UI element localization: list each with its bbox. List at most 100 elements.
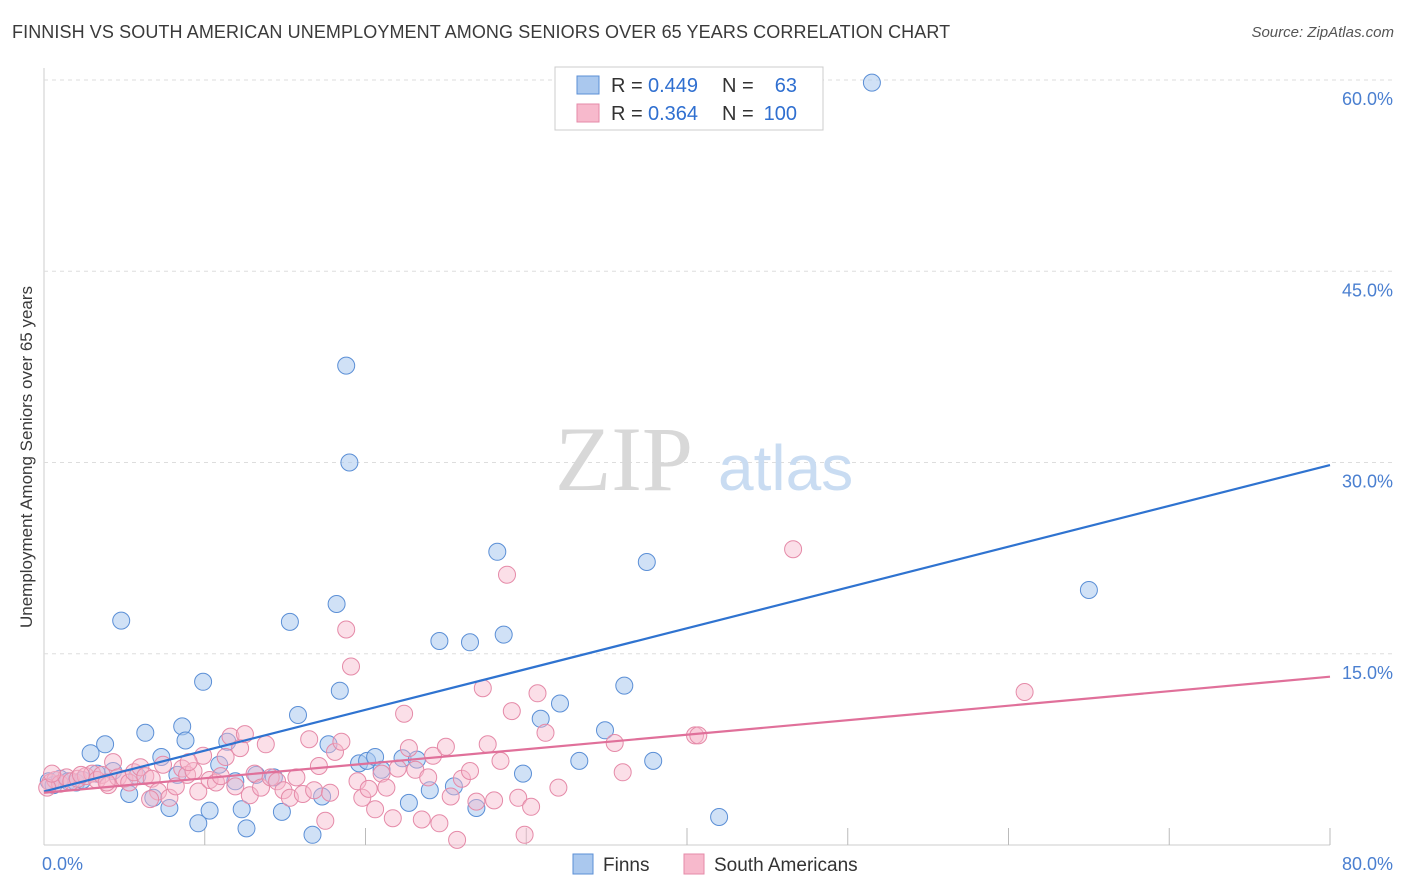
finns-point-48 bbox=[430, 632, 449, 650]
sa-point-83 bbox=[515, 825, 534, 844]
finns-point-54 bbox=[514, 764, 532, 783]
sa-trend-line bbox=[43, 675, 1331, 794]
y-tick-label-30: 30.0% bbox=[1342, 472, 1393, 492]
finns-point-52 bbox=[488, 542, 507, 561]
sa-point-92 bbox=[784, 540, 803, 559]
x-tick-label-max: 80.0% bbox=[1342, 854, 1393, 874]
sa-point-39 bbox=[256, 735, 275, 754]
legend-finns-r-label: R = bbox=[611, 75, 643, 97]
sa-point-67 bbox=[419, 768, 438, 787]
legend-sa-r-label: R = bbox=[611, 103, 643, 125]
sa-point-91 bbox=[689, 726, 708, 745]
sa-point-66 bbox=[412, 810, 431, 829]
finns-point-14 bbox=[144, 788, 163, 807]
sa-point-79 bbox=[491, 751, 510, 770]
bottom-legend-finns-swatch bbox=[572, 853, 594, 875]
sa-point-88 bbox=[605, 734, 624, 752]
finns-point-60 bbox=[637, 553, 656, 571]
sa-point-59 bbox=[372, 764, 391, 783]
bottom-legend-sa: South Americans bbox=[714, 855, 858, 876]
finns-point-61 bbox=[644, 751, 663, 770]
sa-point-89 bbox=[613, 763, 632, 782]
finns-point-31 bbox=[280, 612, 299, 631]
finns-point-38 bbox=[337, 356, 356, 375]
legend-finns-n-label: N = bbox=[722, 75, 754, 97]
sa-point-14 bbox=[120, 773, 139, 792]
finns-point-45 bbox=[399, 793, 418, 812]
legend-finns-r-value: 0.449 bbox=[648, 75, 698, 97]
sa-point-21 bbox=[160, 788, 179, 807]
sa-point-31 bbox=[216, 748, 235, 766]
sa-point-98 bbox=[141, 790, 160, 809]
sa-point-60 bbox=[377, 778, 396, 797]
sa-point-41 bbox=[268, 772, 287, 791]
y-tick-label-15: 15.0% bbox=[1342, 663, 1393, 683]
finns-trend-line bbox=[43, 463, 1331, 793]
finns-point-13 bbox=[136, 723, 155, 742]
finns-point-62 bbox=[710, 808, 729, 826]
sa-point-63 bbox=[395, 704, 414, 723]
y-tick-label-45: 45.0% bbox=[1342, 280, 1393, 300]
finns-point-21 bbox=[194, 672, 213, 691]
sa-point-93 bbox=[1015, 683, 1034, 701]
sa-point-74 bbox=[461, 762, 479, 780]
sa-point-64 bbox=[399, 739, 418, 758]
y-axis-label: Unemployment Among Seniors over 65 years bbox=[17, 286, 36, 628]
finns-point-22 bbox=[200, 801, 219, 820]
chart-source: Source: ZipAtlas.com bbox=[1251, 24, 1394, 41]
chart-title: FINNISH VS SOUTH AMERICAN UNEMPLOYMENT A… bbox=[12, 22, 951, 42]
legend-box: R = 0.449 N = 63 R = 0.364 N = 100 bbox=[554, 66, 824, 131]
sa-point-49 bbox=[316, 811, 335, 830]
sa-point-81 bbox=[502, 702, 521, 721]
sa-point-52 bbox=[332, 732, 351, 751]
sa-point-87 bbox=[549, 778, 568, 797]
sa-point-96 bbox=[72, 765, 90, 784]
bottom-legend-finns: Finns bbox=[603, 855, 649, 876]
sa-point-95 bbox=[43, 764, 61, 783]
finns-point-10 bbox=[112, 611, 131, 630]
sa-point-80 bbox=[498, 565, 516, 584]
sa-point-82 bbox=[509, 788, 528, 807]
finns-point-19 bbox=[176, 731, 195, 750]
sa-point-58 bbox=[366, 800, 385, 819]
finns-point-59 bbox=[615, 676, 634, 695]
trend-lines bbox=[43, 463, 1331, 794]
finns-point-50 bbox=[461, 633, 479, 652]
watermark-atlas: atlas bbox=[718, 432, 853, 504]
finns-point-26 bbox=[232, 800, 251, 819]
sa-point-45 bbox=[293, 785, 312, 803]
sa-point-56 bbox=[353, 788, 372, 807]
finns-point-57 bbox=[570, 751, 589, 770]
y-tick-label-60: 60.0% bbox=[1342, 89, 1393, 109]
bottom-legend-sa-swatch bbox=[683, 853, 705, 875]
legend-sa-n-value: 100 bbox=[764, 103, 797, 125]
sa-point-78 bbox=[485, 791, 504, 810]
legend-finns-n-value: 63 bbox=[775, 75, 797, 97]
y-tick-labels: 15.0% 30.0% 45.0% 60.0% bbox=[1342, 89, 1393, 683]
watermark-zip: ZIP bbox=[555, 408, 693, 510]
finns-point-63 bbox=[862, 73, 881, 92]
bottom-legend: Finns South Americans bbox=[572, 853, 858, 876]
sa-point-48 bbox=[309, 757, 328, 775]
legend-sa-swatch bbox=[576, 103, 600, 123]
sa-point-0 bbox=[41, 773, 60, 792]
sa-point-62 bbox=[388, 759, 407, 778]
legend-sa-n-label: N = bbox=[722, 103, 754, 125]
finns-point-23 bbox=[210, 755, 229, 774]
x-tick-label-min: 0.0% bbox=[42, 854, 83, 874]
sa-point-51 bbox=[326, 742, 344, 761]
sa-point-53 bbox=[337, 620, 356, 639]
sa-point-77 bbox=[478, 735, 497, 754]
sa-point-33 bbox=[226, 777, 245, 796]
sa-point-86 bbox=[536, 723, 555, 742]
legend-finns-swatch bbox=[576, 75, 600, 95]
finns-point-36 bbox=[327, 595, 346, 613]
finns-point-56 bbox=[551, 694, 569, 713]
sa-point-71 bbox=[441, 787, 460, 806]
sa-point-11 bbox=[104, 753, 123, 772]
sa-point-46 bbox=[300, 730, 319, 749]
finns-point-16 bbox=[160, 799, 179, 817]
sa-point-84 bbox=[522, 797, 541, 816]
finns-point-8 bbox=[96, 735, 115, 754]
